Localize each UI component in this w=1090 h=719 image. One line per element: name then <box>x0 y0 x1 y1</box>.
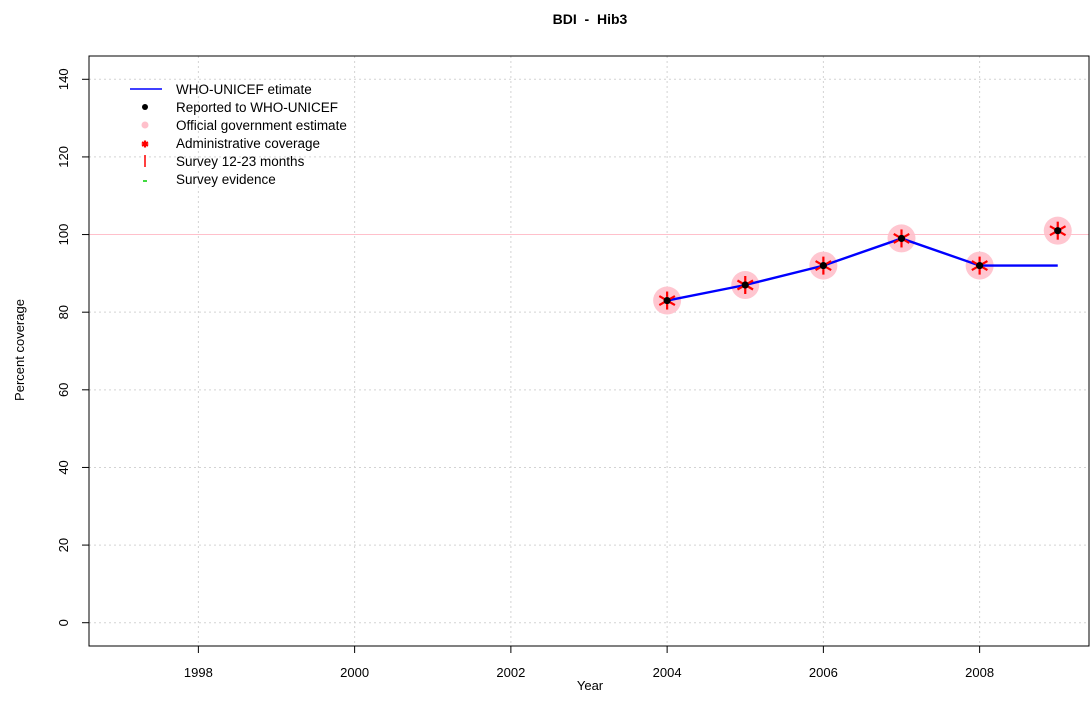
y-axis: 0 20 40 60 80 100 120 140 <box>56 68 89 626</box>
legend-label: WHO-UNICEF etimate <box>176 82 312 97</box>
x-tick-label: 1998 <box>184 665 213 680</box>
legend-symbol-star <box>141 140 149 148</box>
y-tick-label: 80 <box>56 305 71 319</box>
legend-symbol-dot <box>142 104 148 110</box>
x-axis: 1998 2000 2002 2004 2006 2008 <box>184 646 994 680</box>
y-tick-label: 40 <box>56 460 71 474</box>
reported-point <box>1054 227 1062 235</box>
x-tick-label: 2004 <box>653 665 682 680</box>
y-axis-label: Percent coverage <box>12 299 27 401</box>
legend-label: Survey 12-23 months <box>176 154 305 169</box>
y-tick-label: 0 <box>56 619 71 626</box>
chart-title: BDI - Hib3 <box>553 11 628 27</box>
y-tick-label: 100 <box>56 224 71 246</box>
legend-label: Reported to WHO-UNICEF <box>176 100 338 115</box>
reported-point <box>819 262 827 270</box>
y-tick-label: 120 <box>56 146 71 168</box>
y-tick-label: 60 <box>56 383 71 397</box>
series-line-who-unicef <box>666 237 1058 302</box>
legend-symbol-circle <box>141 121 149 129</box>
plot-frame <box>88 55 1090 647</box>
y-tick-label: 140 <box>56 68 71 90</box>
legend-label: Administrative coverage <box>176 136 320 151</box>
x-tick-label: 2006 <box>809 665 838 680</box>
grid <box>89 56 1089 646</box>
reported-point <box>741 281 749 289</box>
reported-point <box>976 262 984 270</box>
x-tick-label: 2008 <box>965 665 994 680</box>
x-tick-label: 2000 <box>340 665 369 680</box>
legend: WHO-UNICEF etimate Reported to WHO-UNICEF… <box>130 82 347 187</box>
x-axis-label: Year <box>577 678 604 693</box>
legend-label: Official government estimate <box>176 118 347 133</box>
reported-point <box>897 234 906 243</box>
reported-point <box>663 296 671 305</box>
x-tick-label: 2002 <box>496 665 525 680</box>
legend-label: Survey evidence <box>176 172 276 187</box>
series-layer <box>653 216 1072 315</box>
y-tick-label: 20 <box>56 538 71 552</box>
